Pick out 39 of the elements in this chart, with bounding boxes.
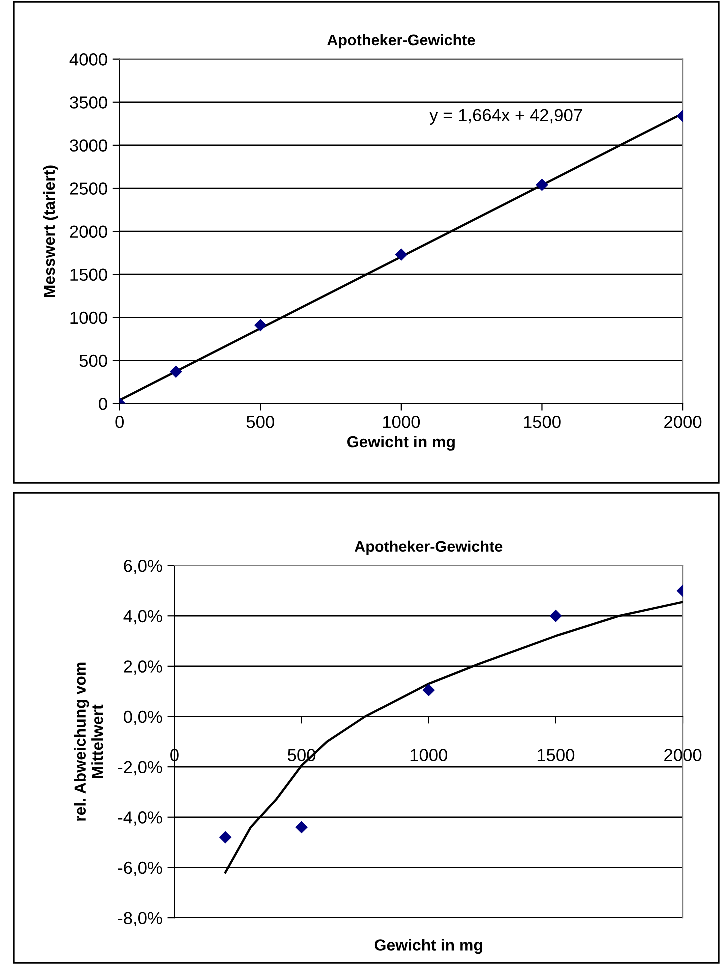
y-axis-title: Messwert (tariert) (43, 166, 58, 298)
y-tick-label: 500 (80, 354, 108, 368)
y-tick-label: 0 (99, 398, 108, 410)
y-tick-label: 6,0% (124, 560, 162, 574)
annotation: y = 1,664x + 42,907 (430, 109, 582, 125)
y-tick-label: -8,0% (118, 912, 162, 927)
x-tick-label: 2000 (664, 749, 702, 762)
x-tick-label: 500 (246, 416, 274, 428)
point (219, 831, 232, 844)
point (536, 178, 548, 192)
y-tick-label: 0,0% (124, 710, 162, 726)
point (550, 610, 562, 622)
y-tick-label: 3500 (70, 96, 108, 109)
point (395, 248, 408, 262)
y-tick-label: 4,0% (124, 610, 162, 625)
y-axis-title: rel. Abweichung vom Mittelwert (74, 662, 104, 821)
point (422, 684, 436, 697)
x-axis-title: Gewicht in mg (374, 939, 482, 954)
y-tick-label: 2,0% (124, 660, 162, 675)
y-tick-label: 2000 (70, 226, 108, 238)
y-tick-label: -2,0% (118, 761, 162, 776)
x-tick-label: 1000 (410, 749, 448, 762)
y-tick-label: 1500 (70, 268, 108, 282)
x-tick-label: 1500 (524, 416, 561, 428)
y-tick-label: 4000 (70, 54, 108, 66)
y-tick-label: 2500 (70, 182, 108, 195)
chart-title: Apotheker-Gewichte (328, 34, 476, 49)
x-tick-label: 1000 (383, 416, 420, 428)
point (254, 319, 267, 332)
x-tick-label: 1500 (538, 749, 575, 762)
x-axis-title: Gewicht in mg (348, 436, 455, 451)
x-tick-label: 2000 (664, 416, 702, 428)
y-tick-label: 3000 (70, 140, 108, 152)
point (296, 821, 308, 834)
y-tick-label: -4,0% (118, 812, 162, 826)
y-tick-label: -6,0% (118, 862, 162, 876)
y-tick-label: 1000 (70, 312, 108, 324)
point (170, 366, 182, 378)
chart-title: Apotheker-Gewichte (354, 540, 503, 556)
